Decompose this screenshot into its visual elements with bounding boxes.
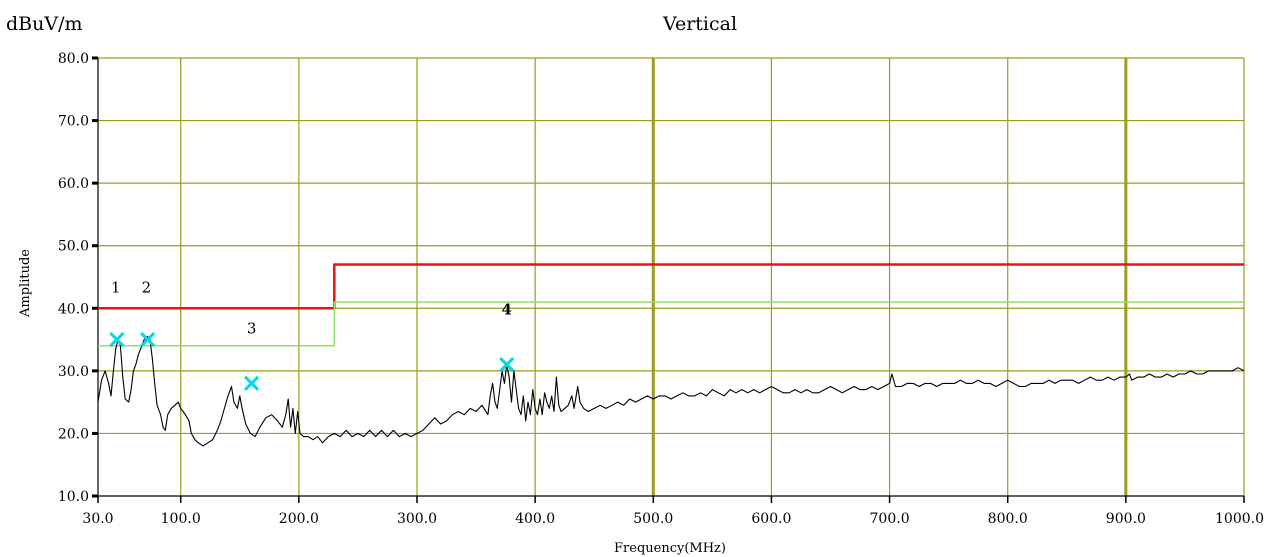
y-tick-label: 30.0 (58, 364, 89, 380)
x-tick-label: 300.0 (397, 511, 437, 527)
peak-label-2: 2 (142, 279, 152, 297)
series-trace-line (97, 335, 1245, 447)
y-tick-label: 10.0 (58, 489, 89, 505)
x-axis-label: Frequency(MHz) (614, 541, 726, 556)
y-tick-label: 40.0 (58, 301, 89, 317)
x-tick-label: 400.0 (515, 511, 555, 527)
peak-marker-4 (499, 357, 515, 373)
x-tick-label: 500.0 (633, 511, 673, 527)
y-tick-label: 70.0 (58, 114, 89, 130)
y-tick-labels: 10.0 20.0 30.0 40.0 50.0 60.0 70.0 80.0 (58, 51, 89, 505)
x-tick-label: 200.0 (279, 511, 319, 527)
peak-marker-3 (244, 375, 260, 391)
y-axis-label: Amplitude (18, 249, 33, 318)
series-margin-line (98, 301, 1244, 347)
annotations-layer: 1 2 3 4 (111, 279, 512, 338)
peak-label-4: 4 (502, 301, 512, 319)
peak-marker-2 (140, 332, 156, 348)
x-tick-label: 700.0 (870, 511, 910, 527)
x-tick-label: 900.0 (1106, 511, 1146, 527)
peak-marker-1 (109, 332, 125, 348)
y-tick-label: 20.0 (58, 426, 89, 442)
unit-label: dBuV/m (6, 13, 83, 35)
y-tick-label: 50.0 (58, 239, 89, 255)
chart-title: Vertical (662, 13, 737, 35)
peak-label-3: 3 (247, 319, 257, 337)
y-tick-label: 60.0 (58, 176, 89, 192)
x-tick-label: 30.0 (82, 511, 113, 527)
markers-layer (109, 332, 515, 391)
series-layer (97, 263, 1245, 447)
peak-label-1: 1 (111, 279, 121, 297)
x-tick-label: 1000.0 (1215, 511, 1264, 527)
plot-background (98, 58, 1244, 496)
axes (92, 56, 1245, 503)
x-tick-label: 800.0 (988, 511, 1028, 527)
series-limit-line (98, 263, 1244, 310)
y-tick-label: 80.0 (58, 51, 89, 67)
x-tick-label: 600.0 (751, 511, 791, 527)
x-tick-label: 100.0 (161, 511, 201, 527)
x-tick-labels: 30.0 100.0 200.0 300.0 400.0 500.0 600.0 700.0 8… (82, 511, 1264, 527)
